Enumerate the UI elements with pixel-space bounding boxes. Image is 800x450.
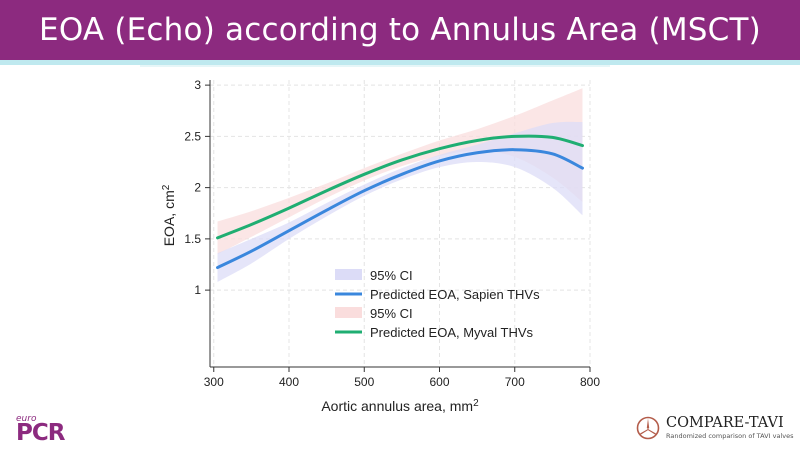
- x-tick-label: 600: [429, 375, 449, 389]
- legend-swatch-band: [335, 269, 362, 280]
- compare-tavi-subtitle: Randomized comparison of TAVI valves: [666, 432, 794, 440]
- accent-divider: [0, 60, 800, 65]
- series-line: [216, 134, 584, 240]
- x-tick-label: 300: [204, 375, 224, 389]
- europcr-logo-small: euro: [16, 414, 37, 424]
- title-bar: EOA (Echo) according to Annulus Area (MS…: [0, 0, 800, 60]
- y-tick-label: 3: [194, 78, 201, 92]
- legend-label: 95% CI: [370, 268, 413, 283]
- europcr-logo: euro PCR: [16, 414, 96, 448]
- x-tick-label: 800: [580, 375, 600, 389]
- y-tick-label: 1: [194, 283, 201, 297]
- legend-label: Predicted EOA, Myval THVs: [370, 325, 534, 340]
- y-tick-label: 2.5: [184, 129, 201, 143]
- ci-band: [217, 88, 583, 255]
- compare-tavi-name: COMPARE-TAVI: [666, 415, 784, 431]
- europcr-logo-main: PCR: [16, 420, 65, 446]
- y-axis-label: EOA, cm2: [161, 184, 177, 246]
- slide-title: EOA (Echo) according to Annulus Area (MS…: [39, 12, 761, 48]
- ci-band: [217, 121, 583, 282]
- x-axis-label: Aortic annulus area, mm2: [321, 398, 479, 414]
- legend-label: Predicted EOA, Sapien THVs: [370, 287, 540, 302]
- series-line: [216, 148, 584, 270]
- legend-swatch-band: [335, 307, 362, 318]
- y-tick-label: 2: [194, 181, 201, 195]
- legend-label: 95% CI: [370, 306, 413, 321]
- mercedes-star-icon: [636, 416, 660, 440]
- y-tick-label: 1.5: [184, 232, 201, 246]
- compare-tavi-logo: COMPARE-TAVI Randomized comparison of TA…: [636, 414, 796, 448]
- x-tick-label: 700: [505, 375, 525, 389]
- x-tick-label: 500: [354, 375, 374, 389]
- accent-divider-light: [140, 65, 610, 67]
- x-tick-label: 400: [279, 375, 299, 389]
